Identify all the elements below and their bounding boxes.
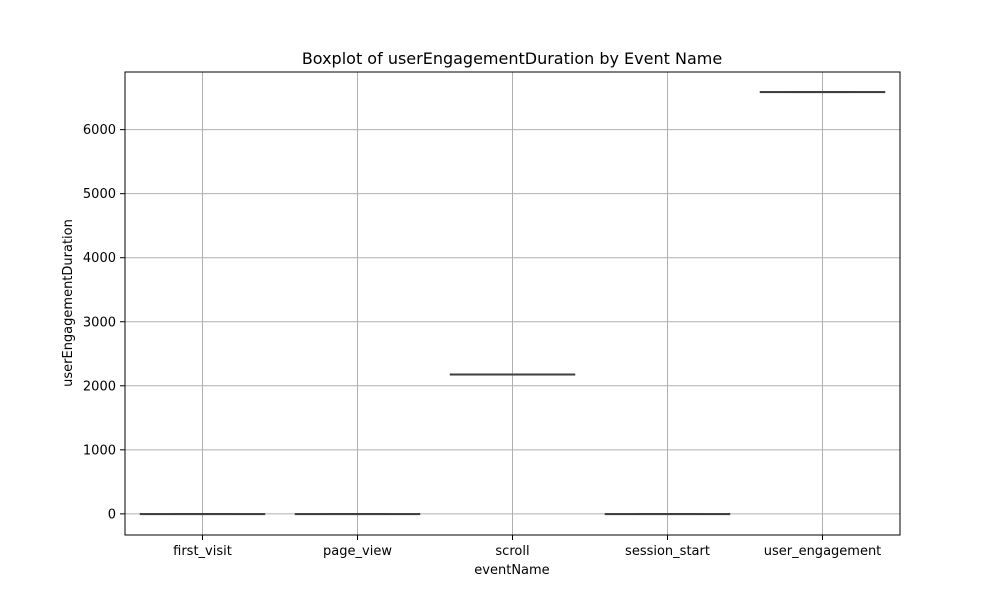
y-axis-label: userEngagementDuration bbox=[61, 219, 76, 387]
x-axis-label: eventName bbox=[474, 563, 549, 578]
box-scroll bbox=[449, 373, 576, 376]
y-tick-label: 5000 bbox=[83, 187, 116, 202]
x-tick-label: first_visit bbox=[173, 544, 232, 559]
y-tick-label: 2000 bbox=[83, 379, 116, 394]
y-tick-label: 0 bbox=[108, 507, 116, 522]
y-tick-label: 3000 bbox=[83, 315, 116, 330]
box-layer bbox=[139, 91, 886, 516]
chart-title: Boxplot of userEngagementDuration by Eve… bbox=[302, 49, 722, 68]
y-tick-label: 1000 bbox=[83, 443, 116, 458]
box-page_view bbox=[294, 513, 421, 516]
tick-layer: 0 1000 2000 3000 4000 5000 6000 first_visit page… bbox=[83, 123, 881, 559]
box-session_start bbox=[604, 513, 731, 516]
x-tick-label: scroll bbox=[495, 544, 529, 559]
box-user_engagement bbox=[759, 91, 886, 94]
grid-layer bbox=[125, 72, 900, 535]
x-tick-label: page_view bbox=[323, 544, 392, 559]
y-tick-label: 6000 bbox=[83, 123, 116, 138]
x-tick-label: user_engagement bbox=[764, 544, 882, 559]
y-tick-label: 4000 bbox=[83, 251, 116, 266]
box-first_visit bbox=[139, 513, 266, 516]
x-tick-label: session_start bbox=[625, 544, 710, 559]
